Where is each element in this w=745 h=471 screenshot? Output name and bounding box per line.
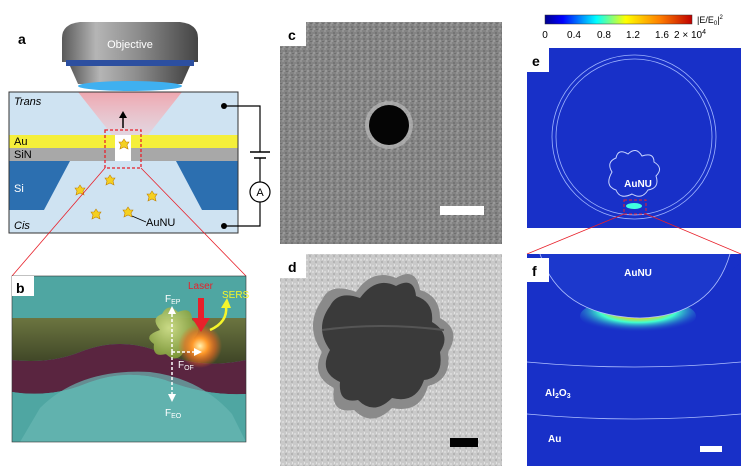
fof-label: FOF	[178, 360, 194, 372]
cis-label: Cis	[14, 220, 30, 232]
laser-arrow	[198, 298, 204, 320]
panel-b: b Laser SERS FEP FOF FEO	[11, 275, 250, 443]
panel-d: d	[280, 254, 502, 466]
aunu-label-e: AuNU	[624, 179, 652, 190]
panel-c-letter: c	[288, 27, 296, 43]
aunu-label-a: AuNU	[146, 217, 175, 229]
si-label: Si	[14, 183, 24, 195]
zoom-box-e	[623, 199, 647, 215]
panel-c: c	[280, 22, 502, 244]
au-label-f: Au	[548, 434, 561, 445]
oxide-label: Al2O3	[545, 388, 571, 400]
sers-arrow	[209, 305, 228, 332]
electrical-circuit: A	[221, 103, 271, 229]
sin-label: SiN	[14, 149, 32, 161]
colorbar	[544, 14, 693, 25]
colorbar-tick-2: 0.8	[597, 30, 611, 41]
ammeter-label: A	[256, 187, 264, 199]
panel-e-letter: e	[532, 53, 540, 69]
laser-label: Laser	[188, 281, 214, 292]
panel-b-letter: b	[16, 280, 25, 296]
objective-lens: Objective	[62, 22, 198, 91]
fep-label: FEP	[165, 294, 181, 306]
scale-bar-f	[700, 446, 722, 452]
zoom-box-a	[104, 129, 142, 169]
aunu-boundary-f	[539, 253, 731, 319]
particles-a	[74, 138, 158, 220]
si-layer-right	[176, 161, 238, 210]
scale-bar-d	[450, 438, 478, 447]
panel-f-letter: f	[532, 263, 537, 279]
au-label: Au	[14, 136, 27, 148]
colorbar-tick-3: 1.2	[626, 30, 640, 41]
sers-label: SERS	[222, 290, 250, 301]
colorbar-tick-1: 0.4	[567, 30, 581, 41]
colorbar-tick-0: 0	[542, 30, 548, 41]
zoom-line-right	[140, 167, 247, 277]
colorbar-quantity: |E/E0|2	[697, 15, 724, 27]
panel-e: |E/E0|2 0 0.4 0.8 1.2 1.6 2 × 104 AuNU e	[526, 14, 742, 255]
scale-bar-c	[440, 206, 484, 215]
laser-beam-cone	[78, 92, 182, 135]
si-layer-left	[9, 161, 70, 210]
colorbar-tick-4: 1.6	[655, 30, 669, 41]
panel-a-letter: a	[18, 31, 26, 47]
panel-d-letter: d	[288, 259, 297, 275]
nanopore	[115, 135, 131, 161]
zoom-line-left	[11, 167, 106, 277]
panel-f: AuNU Al2O3 Au f	[526, 253, 742, 466]
objective-label: Objective	[107, 39, 153, 51]
hotspot-glow	[178, 324, 222, 368]
aunu-label-f: AuNU	[624, 268, 652, 279]
trans-label: Trans	[14, 96, 42, 108]
feo-label: FEO	[165, 408, 182, 420]
panel-a: a Objective Trans Au SiN Si Cis	[8, 22, 271, 277]
nanopore-image	[369, 105, 409, 145]
colorbar-tick-max: 2 × 104	[674, 29, 706, 41]
aunu-nanoparticle	[322, 282, 445, 408]
field-map-e	[527, 48, 741, 228]
